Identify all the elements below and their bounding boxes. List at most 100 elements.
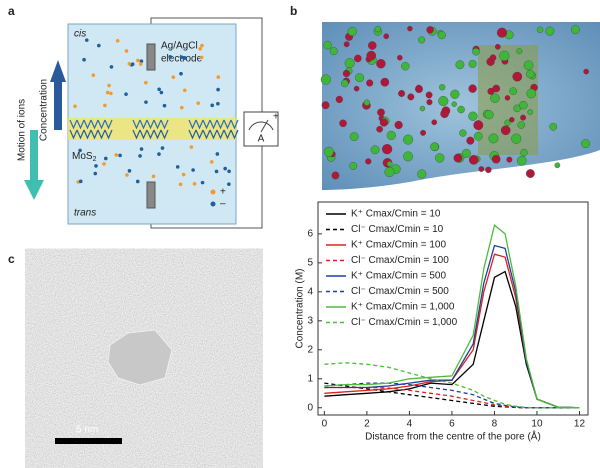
- lattice: [230, 119, 239, 130]
- lattice: [146, 119, 155, 130]
- atom: [491, 154, 501, 164]
- panel-c: 5 nm: [45, 268, 243, 462]
- atom: [407, 93, 415, 101]
- lattice: [104, 119, 113, 130]
- lattice: [90, 119, 99, 130]
- atom: [504, 119, 511, 126]
- ion: [162, 103, 167, 108]
- ion: [216, 87, 220, 92]
- ion: [199, 55, 204, 60]
- atom: [403, 151, 413, 162]
- atom: [386, 161, 393, 167]
- ion: [144, 80, 148, 85]
- ion: [189, 145, 194, 149]
- atom: [376, 59, 386, 69]
- ion: [168, 54, 172, 59]
- ammeter-label: A: [258, 134, 265, 145]
- meter-dial: [248, 121, 274, 131]
- series-line: [324, 386, 580, 409]
- atom: [581, 139, 591, 149]
- lattice: [104, 129, 113, 140]
- ion: [91, 73, 96, 78]
- ion: [107, 83, 111, 88]
- atom: [520, 114, 526, 121]
- ion: [179, 55, 184, 59]
- ion: [209, 160, 214, 164]
- atom: [496, 27, 507, 38]
- atom: [526, 169, 535, 178]
- legend-label: Cl⁻ Cmax/Cmin = 500: [351, 286, 449, 297]
- ion: [124, 49, 129, 53]
- x-axis-label: Distance from the centre of the pore (Å): [365, 430, 541, 443]
- atom: [468, 111, 478, 121]
- ion: [139, 147, 144, 151]
- atom: [394, 120, 403, 130]
- atom: [490, 93, 500, 103]
- ion: [93, 171, 98, 176]
- lattice: [76, 129, 85, 140]
- ion: [175, 165, 180, 169]
- atom: [457, 105, 465, 114]
- electrode-label: electrode: [161, 54, 203, 65]
- ion: [114, 153, 119, 157]
- atom: [472, 48, 480, 56]
- atom: [353, 85, 360, 92]
- ion: [171, 75, 176, 79]
- lattice: [90, 129, 99, 140]
- lattice: [160, 119, 169, 130]
- y-tick-label: 6: [307, 229, 313, 240]
- atom: [438, 96, 449, 107]
- atom: [370, 145, 380, 155]
- ion: [157, 152, 161, 156]
- lattice: [69, 119, 78, 130]
- ion: [210, 103, 215, 108]
- ion: [118, 153, 122, 158]
- meter-needle: [260, 119, 269, 133]
- ion: [136, 58, 140, 63]
- atom: [509, 87, 517, 95]
- ion: [216, 101, 220, 106]
- legend-label: K⁺ Cmax/Cmin = 500: [351, 271, 446, 282]
- atom: [545, 26, 555, 36]
- ion: [216, 75, 221, 79]
- atom: [426, 99, 433, 106]
- lattice: [202, 129, 211, 140]
- ion: [125, 173, 129, 177]
- atom: [354, 54, 362, 63]
- ion: [124, 92, 128, 96]
- x-tick-label: 6: [449, 419, 455, 430]
- legend-label: K⁺ Cmax/Cmin = 10: [351, 209, 441, 220]
- atom: [526, 69, 535, 79]
- ion: [94, 164, 98, 168]
- atom: [323, 40, 332, 50]
- atom: [355, 73, 365, 83]
- series-line: [324, 382, 580, 409]
- ion: [78, 148, 82, 153]
- lattice: [83, 129, 92, 140]
- atom: [468, 59, 477, 68]
- lattice: [97, 129, 106, 140]
- lattice: [223, 119, 232, 130]
- ion: [138, 62, 143, 66]
- ion: [144, 100, 148, 104]
- atom: [343, 41, 350, 48]
- atom: [430, 142, 439, 151]
- atom: [450, 89, 460, 99]
- atom: [506, 156, 513, 163]
- pore: [107, 329, 173, 386]
- ion: [159, 90, 164, 95]
- motion-label: Motion of ions: [17, 99, 28, 161]
- atom: [366, 79, 374, 87]
- atom: [407, 25, 413, 32]
- atom: [365, 158, 372, 165]
- panel-label: c: [8, 252, 15, 266]
- ion: [135, 179, 140, 184]
- atom: [453, 153, 463, 163]
- lattice: [146, 129, 155, 140]
- atom: [374, 25, 382, 33]
- ion: [191, 168, 195, 172]
- atom: [549, 122, 558, 131]
- atom: [509, 117, 515, 123]
- y-tick-label: 5: [307, 257, 313, 268]
- lattice: [69, 129, 78, 140]
